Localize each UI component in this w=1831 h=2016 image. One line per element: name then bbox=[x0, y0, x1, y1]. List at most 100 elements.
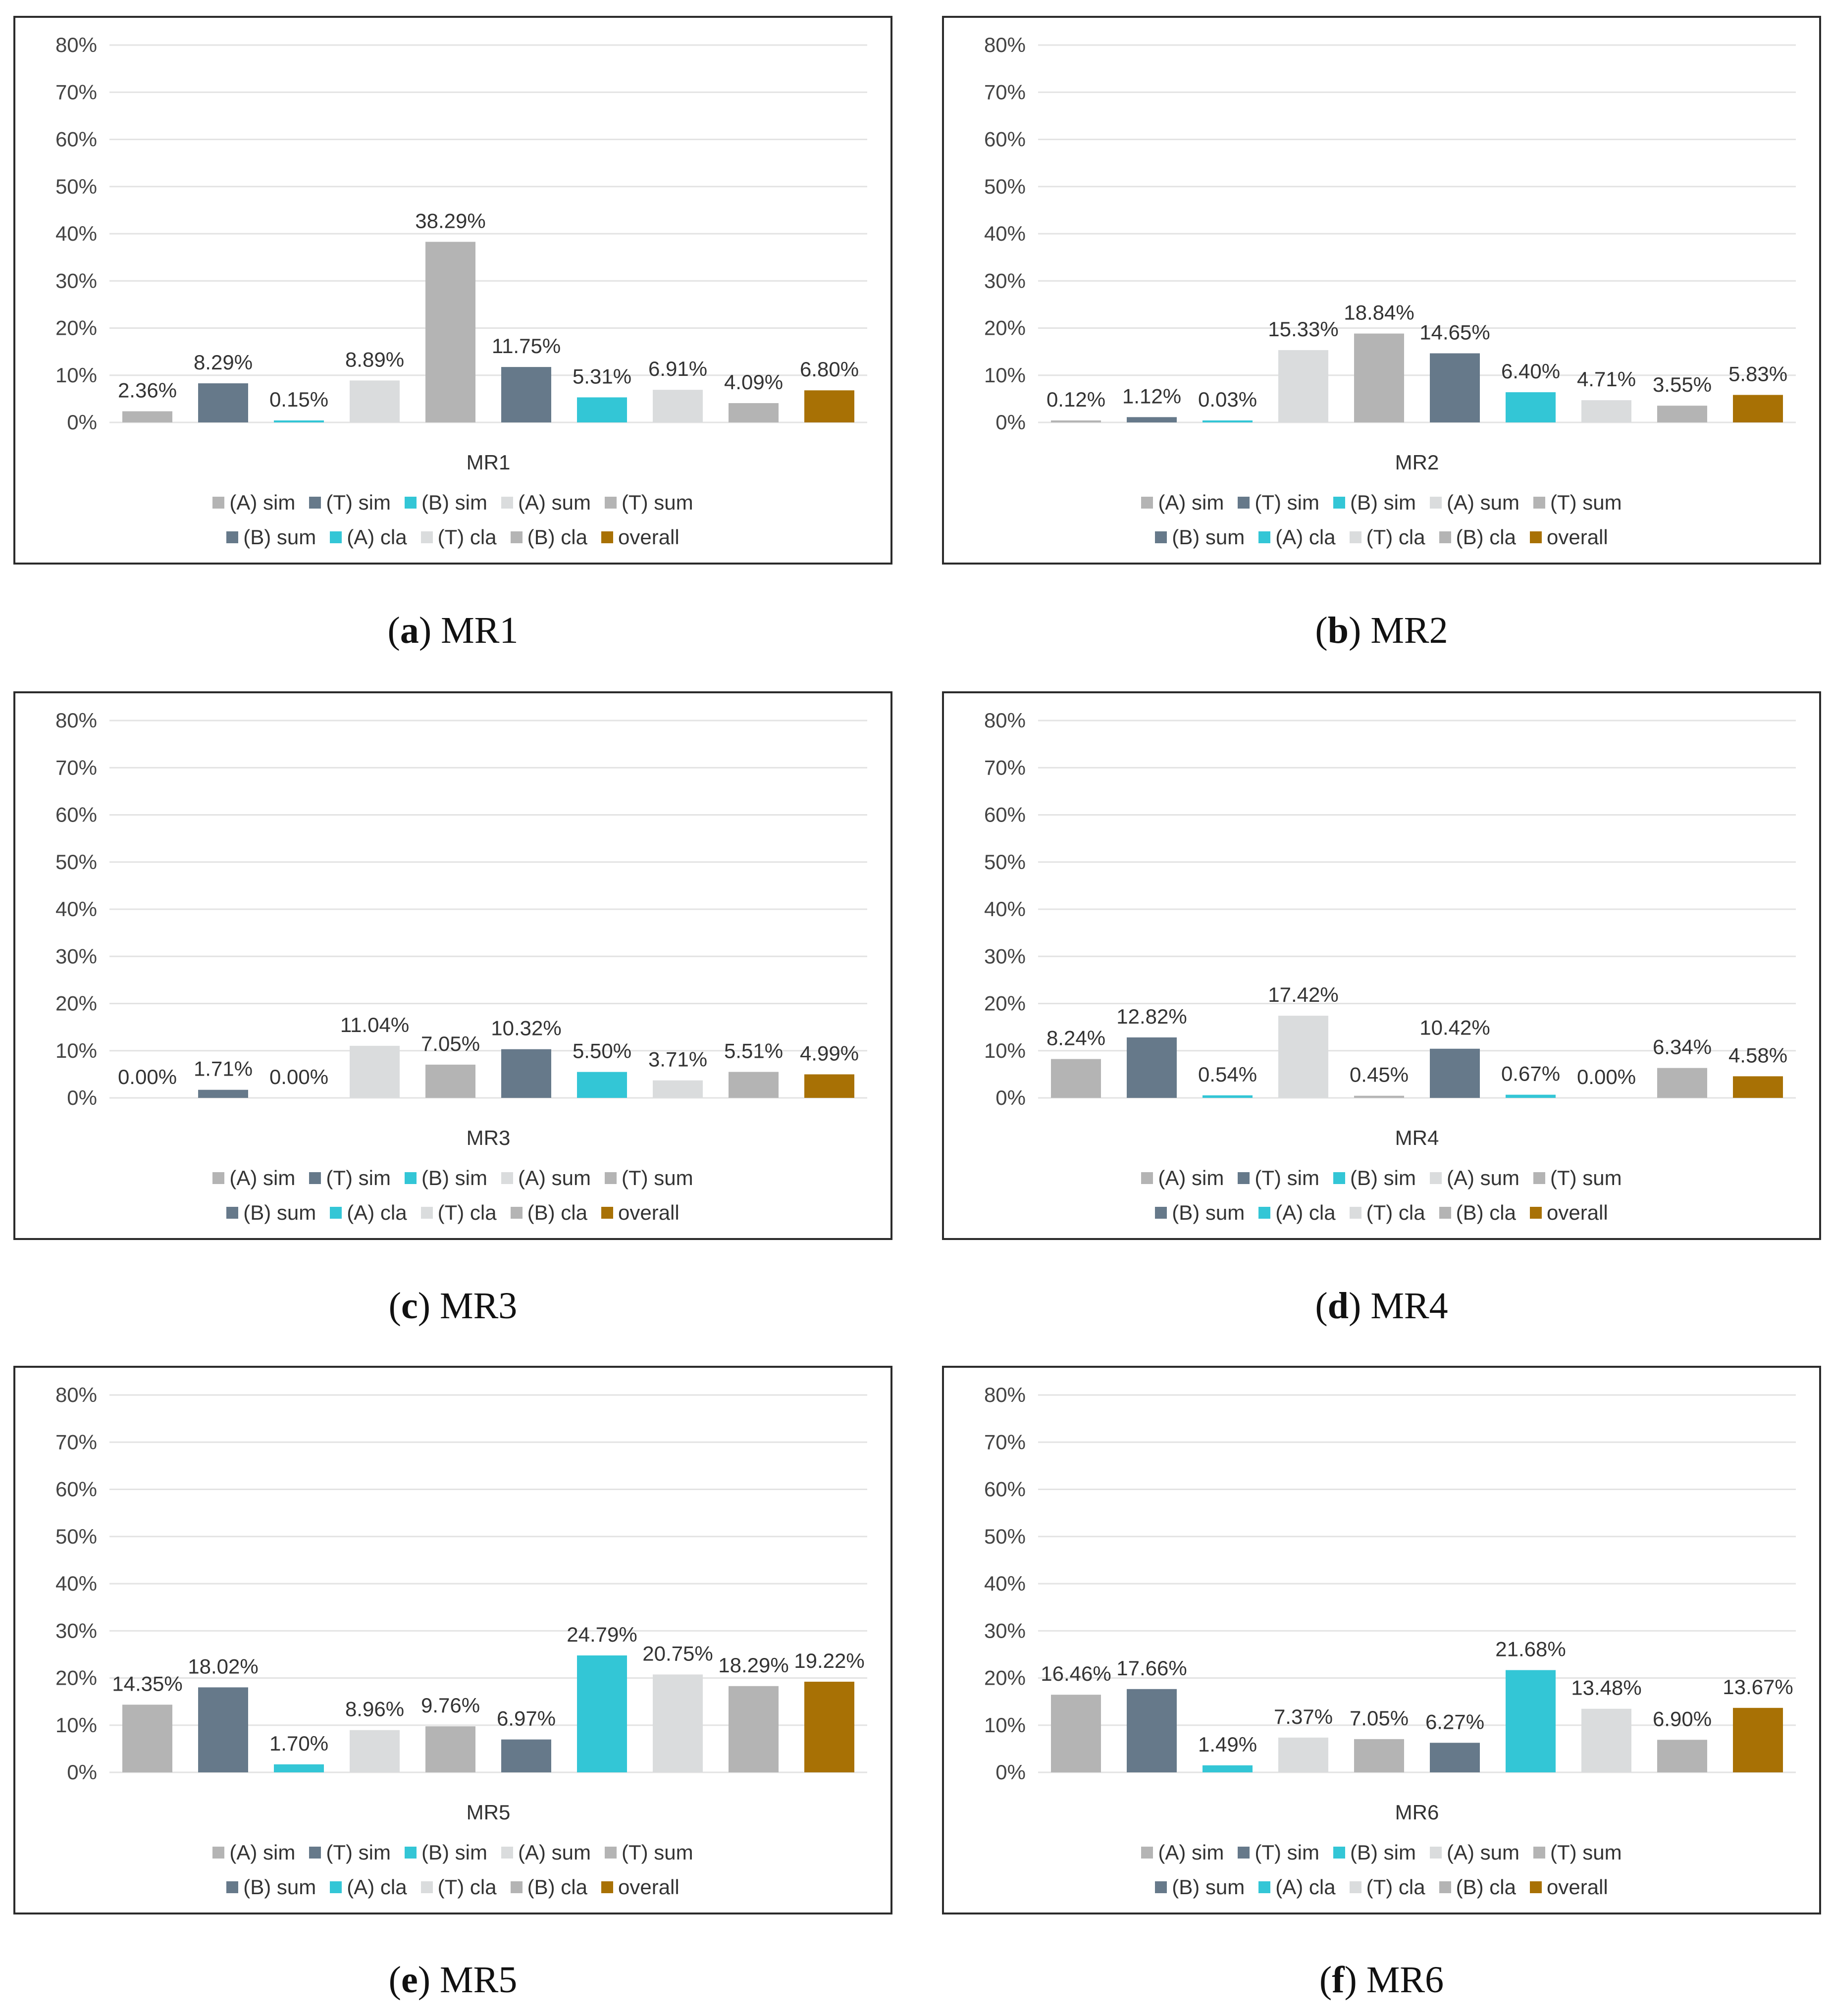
panel-caption: (e) MR5 bbox=[388, 1959, 518, 2001]
legend-swatch bbox=[1439, 531, 1451, 543]
caption-letter: a bbox=[400, 610, 419, 651]
legend-label: (B) sim bbox=[421, 1166, 487, 1189]
legend-swatch bbox=[309, 497, 321, 509]
bar-overall bbox=[804, 1681, 854, 1772]
data-label: 15.33% bbox=[1268, 317, 1338, 341]
x-category-label: MR6 bbox=[1395, 1801, 1439, 1824]
legend-item: (T) sim bbox=[309, 1841, 391, 1864]
y-tick-label: 70% bbox=[984, 80, 1026, 103]
legend-swatch bbox=[1155, 1881, 1167, 1893]
legend-item: overall bbox=[601, 1875, 680, 1899]
bar-b-sim bbox=[1203, 1765, 1253, 1772]
legend-swatch bbox=[1258, 1207, 1271, 1219]
legend-label: (A) sim bbox=[1158, 1841, 1224, 1864]
bar-a-sum bbox=[1278, 1016, 1328, 1098]
bar-b-cla bbox=[729, 1072, 779, 1098]
y-tick-label: 40% bbox=[984, 897, 1026, 921]
legend-item: (B) cla bbox=[510, 525, 587, 549]
legend-swatch bbox=[604, 1847, 617, 1859]
legend-swatch bbox=[1238, 497, 1250, 509]
legend-swatch bbox=[226, 1881, 239, 1893]
y-tick-label: 80% bbox=[55, 33, 97, 56]
data-label: 4.99% bbox=[800, 1041, 859, 1065]
chart-panel-mr4: 0% 10% 20% 30% 40% 50% 60% 70% 80% 8.24% 12.82% 0.5… bbox=[942, 691, 1821, 1240]
bar-overall bbox=[1733, 395, 1783, 422]
bar-b-cla bbox=[1657, 1068, 1707, 1098]
legend-label: (A) sum bbox=[518, 491, 591, 514]
bar-b-sum bbox=[1430, 353, 1480, 422]
data-label: 17.42% bbox=[1268, 983, 1338, 1006]
legend-label: (B) cla bbox=[1456, 1201, 1516, 1224]
data-label: 4.71% bbox=[1577, 367, 1636, 391]
y-tick-label: 60% bbox=[55, 128, 97, 151]
x-category-label: MR2 bbox=[1395, 451, 1439, 474]
legend-item: (T) cla bbox=[420, 1875, 497, 1899]
legend-label: (T) sum bbox=[621, 1841, 693, 1864]
y-tick-label: 60% bbox=[984, 1478, 1026, 1501]
legend-swatch bbox=[420, 531, 433, 543]
legend-swatch bbox=[420, 1881, 433, 1893]
legend-swatch bbox=[226, 1207, 239, 1219]
data-label: 7.05% bbox=[421, 1032, 480, 1055]
bar-b-sum bbox=[501, 367, 551, 422]
bar-t-sim bbox=[198, 383, 248, 422]
legend-swatch bbox=[510, 1881, 523, 1893]
bar-t-sum bbox=[425, 242, 475, 422]
bar-a-sum bbox=[1278, 350, 1328, 422]
legend-item: (A) sum bbox=[1429, 1166, 1519, 1190]
data-label: 0.15% bbox=[269, 388, 328, 411]
legend-label: overall bbox=[618, 1201, 680, 1224]
legend-label: (B) sim bbox=[421, 1841, 487, 1864]
y-tick-label: 20% bbox=[984, 992, 1026, 1015]
legend-label: (A) sum bbox=[1446, 491, 1519, 514]
legend-swatch bbox=[212, 1847, 225, 1859]
bar-t-sum bbox=[425, 1064, 475, 1098]
chart-panel-mr3: 0% 10% 20% 30% 40% 50% 60% 70% 80% 0.00% 1.71% 0.00… bbox=[13, 691, 892, 1240]
y-tick-label: 60% bbox=[55, 803, 97, 827]
legend-swatch bbox=[1349, 1881, 1361, 1893]
legend-label: (B) cla bbox=[527, 525, 587, 549]
legend-swatch bbox=[309, 1172, 321, 1184]
legend-item: (T) sum bbox=[1533, 1841, 1622, 1864]
y-tick-label: 20% bbox=[55, 1666, 97, 1690]
legend-item: (A) cla bbox=[330, 1875, 407, 1899]
legend-label: (T) sum bbox=[621, 1166, 693, 1189]
data-label: 3.71% bbox=[648, 1048, 707, 1071]
y-tick-label: 70% bbox=[984, 1430, 1026, 1453]
legend-label: (T) sum bbox=[1550, 1841, 1622, 1864]
y-tick-label: 30% bbox=[984, 1619, 1026, 1642]
legend-item: (A) sum bbox=[1429, 1841, 1519, 1864]
data-label: 1.71% bbox=[194, 1057, 253, 1081]
data-label: 7.05% bbox=[1350, 1706, 1409, 1730]
bar-overall bbox=[804, 1074, 854, 1098]
data-label: 18.29% bbox=[718, 1654, 788, 1677]
legend-label: (B) sim bbox=[1350, 1841, 1416, 1864]
legend-swatch bbox=[404, 1172, 417, 1184]
y-tick-label: 40% bbox=[55, 1572, 97, 1595]
data-label: 11.75% bbox=[492, 334, 561, 358]
legend-item: (A) cla bbox=[1258, 1875, 1336, 1899]
data-label: 0.67% bbox=[1501, 1062, 1560, 1086]
legend-item: (B) sim bbox=[1333, 1166, 1416, 1190]
y-tick-label: 70% bbox=[55, 756, 97, 779]
y-tick-label: 40% bbox=[55, 222, 97, 245]
y-tick-label: 30% bbox=[984, 269, 1026, 292]
legend-swatch bbox=[601, 1881, 613, 1893]
bar-a-sim bbox=[122, 1705, 172, 1772]
panel-caption: (f) MR6 bbox=[1319, 1959, 1444, 2001]
legend-item: (A) sum bbox=[501, 1166, 591, 1190]
y-tick-label: 0% bbox=[67, 411, 97, 434]
bar-t-sim bbox=[1127, 1037, 1177, 1098]
caption-letter: b bbox=[1327, 610, 1349, 651]
bar-chart: 0% 10% 20% 30% 40% 50% 60% 70% 80% 0.12% 1.12% 0.03… bbox=[984, 33, 1796, 474]
legend-swatch bbox=[1529, 1881, 1542, 1893]
x-category-label: MR5 bbox=[467, 1801, 511, 1824]
legend-label: (A) cla bbox=[347, 1201, 407, 1224]
bar-t-sim bbox=[1127, 1689, 1177, 1772]
legend-swatch bbox=[1141, 497, 1153, 509]
legend-label: (T) cla bbox=[1366, 525, 1425, 549]
legend-label: (A) sum bbox=[1446, 1841, 1519, 1864]
bar-overall bbox=[1733, 1076, 1783, 1098]
y-tick-label: 30% bbox=[55, 269, 97, 292]
bar-b-cla bbox=[1657, 1740, 1707, 1772]
